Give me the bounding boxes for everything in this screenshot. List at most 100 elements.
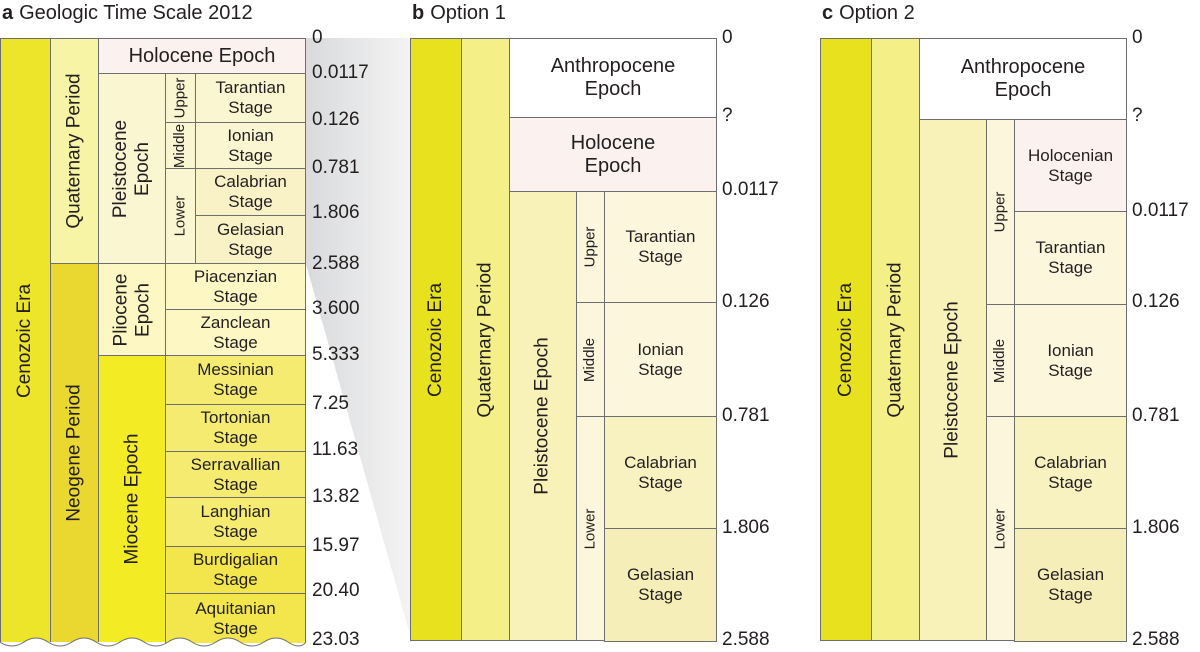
stage-box: Burdigalian Stage <box>165 546 306 594</box>
stage-box: Aquitanian Stage <box>165 593 306 643</box>
b-cenozoic-era: Cenozoic Era <box>410 38 462 641</box>
age-tick-label: 3.600 <box>312 298 360 319</box>
expansion-wedge <box>306 38 412 642</box>
stage-box: Ionian Stage <box>1014 304 1127 417</box>
age-tick-label: ? <box>1132 105 1143 126</box>
age-tick-label: 0.781 <box>1132 405 1180 426</box>
stage-label: Piacenzian Stage <box>193 266 278 306</box>
stage-box: Tarantian Stage <box>1014 211 1127 305</box>
age-tick-label: 0.126 <box>722 291 770 312</box>
b-anthropocene-label: Anthropocene Epoch <box>550 55 676 100</box>
stage-label: Serravallian Stage <box>190 454 281 494</box>
age-tick-label: 2.588 <box>722 629 770 650</box>
stage-box: Gelasian Stage <box>1014 528 1127 642</box>
c-lower-subseries: Lower <box>986 416 1015 641</box>
panel-c-letter: c <box>822 2 834 24</box>
a-pleistocene-epoch: Pleistocene Epoch <box>98 73 166 264</box>
stage-label: Gelasian Stage <box>626 565 695 604</box>
a-middle-label: Middle <box>171 123 189 168</box>
age-tick-label: 0 <box>722 27 733 48</box>
age-tick-label: 0.0117 <box>722 179 779 200</box>
a-pleistocene-label: Pleistocene Epoch <box>110 119 154 218</box>
c-upper-label: Upper <box>991 191 1009 233</box>
c-upper-subseries: Upper <box>986 119 1015 305</box>
c-anthropocene-label: Anthropocene Epoch <box>960 56 1086 101</box>
panel-b-title: Option 1 <box>430 2 506 24</box>
a-cenozoic-era: Cenozoic Era <box>0 38 51 642</box>
panel-b-letter: b <box>412 2 425 24</box>
stage-box: Tarantian Stage <box>195 73 306 123</box>
stage-box: Gelasian Stage <box>604 528 717 642</box>
c-cenozoic-era-label: Cenozoic Era <box>835 282 856 397</box>
b-upper-label: Upper <box>581 226 599 268</box>
c-anthropocene-epoch: Anthropocene Epoch <box>919 38 1127 120</box>
stage-box: Ionian Stage <box>604 302 717 417</box>
a-neogene-label: Neogene Period <box>63 384 85 522</box>
age-tick-label: 2.588 <box>312 253 360 274</box>
b-holocene-label: Holocene Epoch <box>570 131 656 177</box>
c-pleistocene-epoch: Pleistocene Epoch <box>919 119 987 641</box>
a-holocene-epoch: Holocene Epoch <box>98 38 306 74</box>
age-tick-label: 2.588 <box>1132 629 1180 650</box>
a-miocene-label: Miocene Epoch <box>121 433 142 565</box>
stage-box: Langhian Stage <box>165 497 306 547</box>
stage-box: Piacenzian Stage <box>165 263 306 310</box>
stage-label: Ionian Stage <box>227 125 274 165</box>
age-tick-label: 13.82 <box>312 486 360 507</box>
stage-label: Calabrian Stage <box>624 452 697 492</box>
age-tick-label: 0 <box>312 27 323 48</box>
a-upper-label: Upper <box>171 77 189 119</box>
stage-box: Tarantian Stage <box>604 191 717 303</box>
stage-box: Messinian Stage <box>165 355 306 405</box>
age-tick-label: 0.781 <box>312 157 360 178</box>
stage-box: Tortonian Stage <box>165 404 306 452</box>
a-quaternary-label: Quaternary Period <box>63 73 85 229</box>
age-tick-label: 1.806 <box>312 202 360 223</box>
a-pliocene-label: Pliocene Epoch <box>110 273 154 346</box>
a-lower-subseries: Lower <box>165 168 196 264</box>
age-tick-label: 0.126 <box>312 109 360 130</box>
b-pleistocene-epoch: Pleistocene Epoch <box>509 191 577 641</box>
c-lower-label: Lower <box>991 508 1009 549</box>
age-tick-label: 5.333 <box>312 344 360 365</box>
age-tick-label: ? <box>722 105 733 126</box>
b-lower-label: Lower <box>581 508 599 549</box>
stage-box: Calabrian Stage <box>604 416 717 529</box>
age-tick-label: 0.0117 <box>1132 200 1189 221</box>
c-middle-subseries: Middle <box>986 304 1015 417</box>
age-tick-label: 1.806 <box>722 517 770 538</box>
a-upper-subseries: Upper <box>165 73 196 123</box>
b-upper-subseries: Upper <box>576 191 605 303</box>
c-middle-label: Middle <box>991 338 1009 383</box>
stage-label: Calabrian Stage <box>214 172 287 211</box>
panel-a-title: Geologic Time Scale 2012 <box>19 2 253 24</box>
stage-box: Serravallian Stage <box>165 451 306 498</box>
stage-box: Calabrian Stage <box>1014 416 1127 529</box>
stage-label: Tortonian Stage <box>200 408 271 447</box>
b-anthropocene-epoch: Anthropocene Epoch <box>509 38 717 118</box>
a-lower-label: Lower <box>171 195 189 237</box>
c-quaternary-period: Quaternary Period <box>871 38 920 641</box>
a-pliocene-epoch: Pliocene Epoch <box>98 263 166 356</box>
age-tick-label: 0.781 <box>722 405 770 426</box>
a-cenozoic-era-label: Cenozoic Era <box>14 283 36 398</box>
stage-label: Burdigalian Stage <box>192 550 279 589</box>
stage-label: Holocenian Stage <box>1027 145 1114 185</box>
b-cenozoic-era-label: Cenozoic Era <box>425 282 446 397</box>
panel-a-heading: a Geologic Time Scale 2012 <box>2 2 253 25</box>
age-tick-label: 1.806 <box>1132 517 1180 538</box>
c-cenozoic-era: Cenozoic Era <box>820 38 872 641</box>
a-miocene-epoch: Miocene Epoch <box>98 355 166 642</box>
stage-label: Langhian Stage <box>200 502 271 541</box>
b-holocene-epoch: Holocene Epoch <box>509 117 717 192</box>
a-wavy-bottom-edge <box>0 637 307 652</box>
stage-label: Tarantian Stage <box>625 227 696 266</box>
age-tick-label: 11.63 <box>312 439 359 460</box>
stage-label: Zanclean Stage <box>200 312 271 352</box>
b-middle-label: Middle <box>581 337 599 382</box>
a-neogene-period: Neogene Period <box>50 263 99 642</box>
panel-b-heading: b Option 1 <box>412 2 506 25</box>
age-tick-label: 0.0117 <box>312 62 369 83</box>
a-middle-subseries: Middle <box>165 122 196 169</box>
